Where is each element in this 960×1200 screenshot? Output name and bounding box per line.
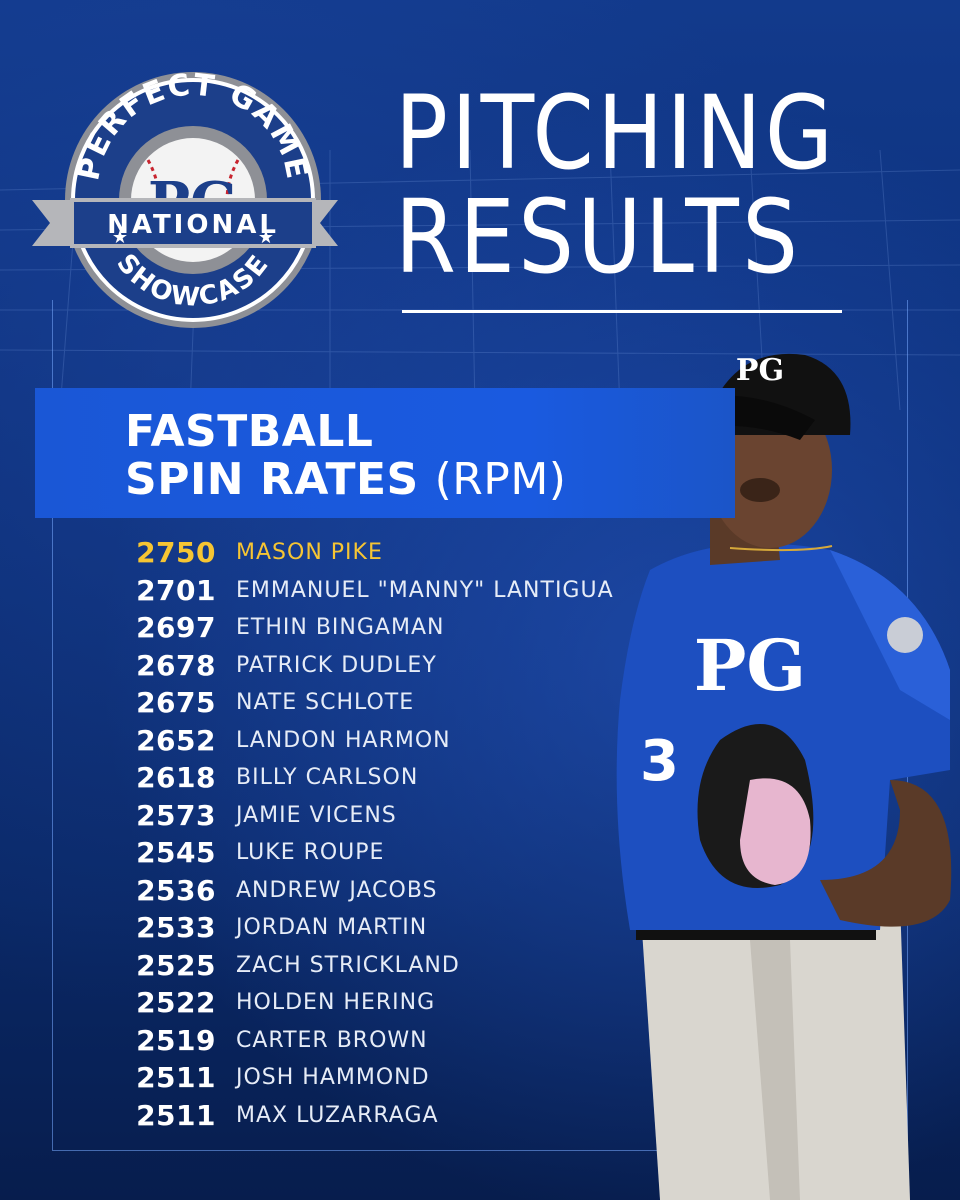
player-name: EMMANUEL "MANNY" LANTIGUA	[236, 577, 614, 603]
player-name: JORDAN MARTIN	[236, 915, 428, 941]
pitcher-photo: PG 3 PG	[616, 353, 952, 1200]
title-underline	[402, 310, 842, 313]
player-name: PATRICK DUDLEY	[236, 652, 437, 678]
logo-band-text: NATIONAL	[107, 210, 279, 240]
banner-title-line-2: SPIN RATES (RPM)	[125, 454, 566, 505]
list-item: 2701 EMMANUEL "MANNY" LANTIGUA	[120, 572, 640, 610]
list-item: 2618 BILLY CARLSON	[120, 759, 640, 797]
spin-rate-value: 2522	[136, 986, 216, 1020]
svg-text:★: ★	[112, 227, 128, 248]
list-item: 2675 NATE SCHLOTE	[120, 684, 640, 722]
spin-rate-value: 2750	[136, 536, 216, 570]
list-item: 2652 LANDON HARMON	[120, 722, 640, 760]
spin-rate-value: 2701	[136, 573, 216, 607]
spin-rate-value: 2678	[136, 648, 216, 682]
spin-rate-value: 2652	[136, 723, 216, 757]
spin-rate-value: 2675	[136, 686, 216, 720]
list-item: 2525 ZACH STRICKLAND	[120, 947, 640, 985]
spin-rate-value: 2533	[136, 911, 216, 945]
spin-rate-list: 2750 MASON PIKE 2701 EMMANUEL "MANNY" LANTI…	[120, 534, 640, 1134]
player-name: ETHIN BINGAMAN	[236, 615, 445, 641]
list-item: 2697 ETHIN BINGAMAN	[120, 609, 640, 647]
jersey-monogram: PG	[694, 624, 806, 707]
list-item: 2519 CARTER BROWN	[120, 1022, 640, 1060]
spin-rate-value: 2525	[136, 948, 216, 982]
player-name: ZACH STRICKLAND	[236, 952, 460, 978]
player-name: JAMIE VICENS	[236, 802, 397, 828]
player-name: CARTER BROWN	[236, 1027, 428, 1053]
player-name: HOLDEN HERING	[236, 990, 436, 1016]
title-line-1: PITCHING	[395, 74, 837, 193]
list-item: 2522 HOLDEN HERING	[120, 984, 640, 1022]
banner-title-text: SPIN RATES	[125, 454, 419, 505]
player-name: BILLY CARLSON	[236, 765, 419, 791]
list-item: 2750 MASON PIKE	[120, 534, 640, 572]
player-name: JOSH HAMMOND	[236, 1065, 430, 1091]
spin-rate-value: 2618	[136, 761, 216, 795]
player-name: ANDREW JACOBS	[236, 877, 438, 903]
list-item: 2511 JOSH HAMMOND	[120, 1059, 640, 1097]
list-item: 2678 PATRICK DUDLEY	[120, 647, 640, 685]
spin-rate-value: 2545	[136, 836, 216, 870]
spin-rate-value: 2536	[136, 873, 216, 907]
spin-rate-value: 2511	[136, 1061, 216, 1095]
spin-rate-value: 2511	[136, 1098, 216, 1132]
svg-text:PG: PG	[736, 353, 784, 388]
player-name: LANDON HARMON	[236, 727, 451, 753]
title-line-2: RESULTS	[395, 178, 802, 297]
banner-unit: (RPM)	[434, 454, 567, 505]
player-name: MAX LUZARRAGA	[236, 1102, 439, 1128]
list-item: 2573 JAMIE VICENS	[120, 797, 640, 835]
jersey-number: 3	[640, 729, 679, 794]
spin-rate-value: 2697	[136, 611, 216, 645]
perfect-game-national-showcase-logo: PG PERFECT GAME SHOWCASE NATIONAL ★ ★	[32, 67, 338, 328]
list-item: 2545 LUKE ROUPE	[120, 834, 640, 872]
svg-text:★: ★	[258, 227, 274, 248]
list-item: 2536 ANDREW JACOBS	[120, 872, 640, 910]
category-banner: FASTBALL SPIN RATES (RPM)	[35, 388, 735, 518]
player-name: NATE SCHLOTE	[236, 690, 415, 716]
spin-rate-value: 2519	[136, 1023, 216, 1057]
player-name: LUKE ROUPE	[236, 840, 385, 866]
list-item: 2533 JORDAN MARTIN	[120, 909, 640, 947]
banner-title-line-1: FASTBALL	[125, 406, 374, 457]
page-title: PITCHING RESULTS	[395, 82, 859, 290]
spin-rate-value: 2573	[136, 798, 216, 832]
player-name: MASON PIKE	[236, 540, 383, 566]
list-item: 2511 MAX LUZARRAGA	[120, 1097, 640, 1135]
